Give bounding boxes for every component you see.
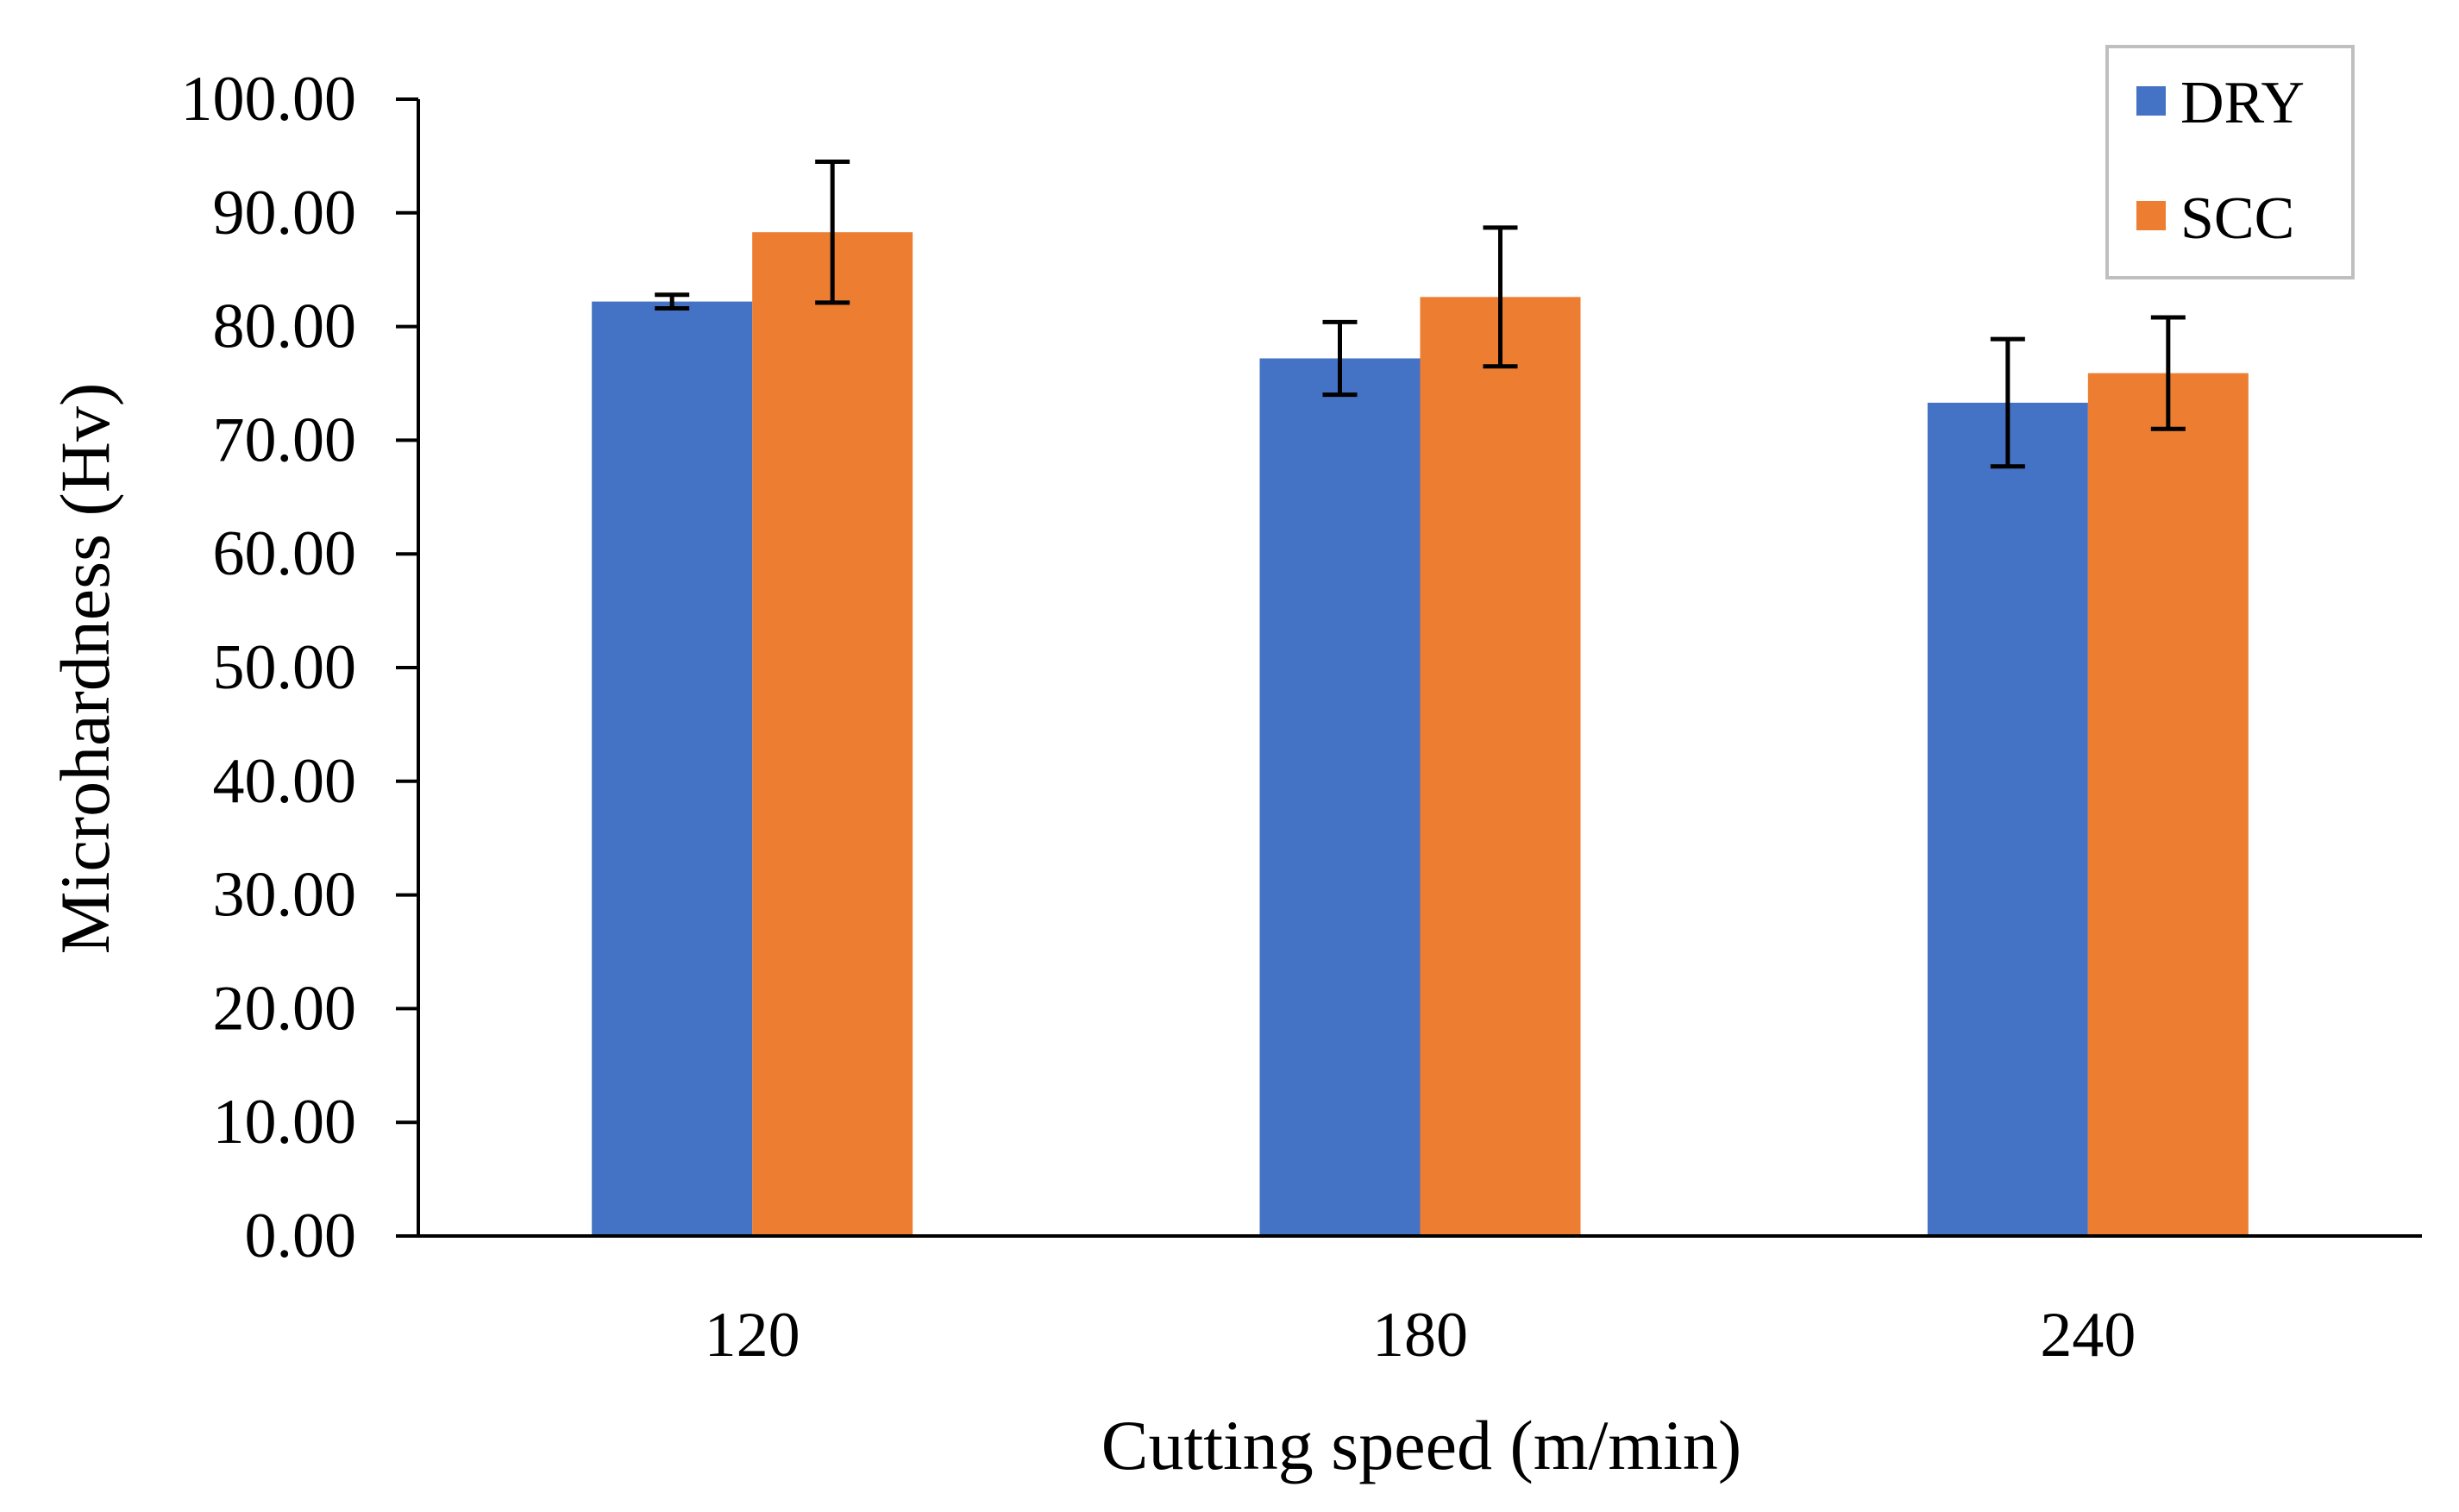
bar-scc-120 [752,232,913,1236]
error-bars-layer [655,159,2186,469]
legend-frame [2105,45,2355,279]
bar-scc-180 [1420,297,1581,1236]
error-bar-scc-180 [1483,225,1518,369]
y-tick-label: 20.00 [213,973,357,1044]
x-tick-label: 240 [2040,1300,2136,1371]
legend-label-scc: SCC [2180,185,2294,252]
y-ticks-layer: 0.00 10.00 20.00 30.00 40.00 50.00 60.00 70.00 8… [181,64,418,1271]
bar-dry-120 [592,301,753,1236]
bar-dry-180 [1259,358,1421,1236]
x-tick-label: 180 [1372,1300,1468,1371]
x-tick-label: 120 [705,1300,800,1371]
y-tick-label: 50.00 [213,632,357,703]
error-bar-dry-120 [655,292,690,311]
y-tick-label: 30.00 [213,860,357,931]
y-tick-label: 70.00 [213,405,357,475]
legend-swatch-scc [2136,201,2166,230]
y-tick-label: 90.00 [213,178,357,248]
y-tick-label: 10.00 [213,1087,357,1158]
bar-scc-240 [2087,373,2249,1236]
error-bar-dry-240 [1990,336,2025,469]
error-bar-scc-120 [815,159,850,305]
error-bar-dry-180 [1322,319,1358,398]
legend: DRY SCC [2105,45,2355,279]
bar-dry-240 [1927,402,2088,1236]
x-ticks-layer: 120 180 240 [705,1300,2136,1371]
y-axis-title: Microhardness (Hv) [46,383,124,955]
y-tick-label: 0.00 [245,1201,357,1271]
legend-swatch-dry [2136,86,2166,116]
x-axis-title: Cutting speed (m/min) [1101,1406,1741,1484]
legend-label-dry: DRY [2180,70,2305,136]
y-tick-label: 60.00 [213,518,357,589]
bars-layer [592,232,2249,1236]
y-tick-label: 80.00 [213,292,357,362]
y-tick-label: 100.00 [181,64,357,135]
y-tick-label: 40.00 [213,746,357,817]
error-bar-scc-240 [2150,315,2186,431]
